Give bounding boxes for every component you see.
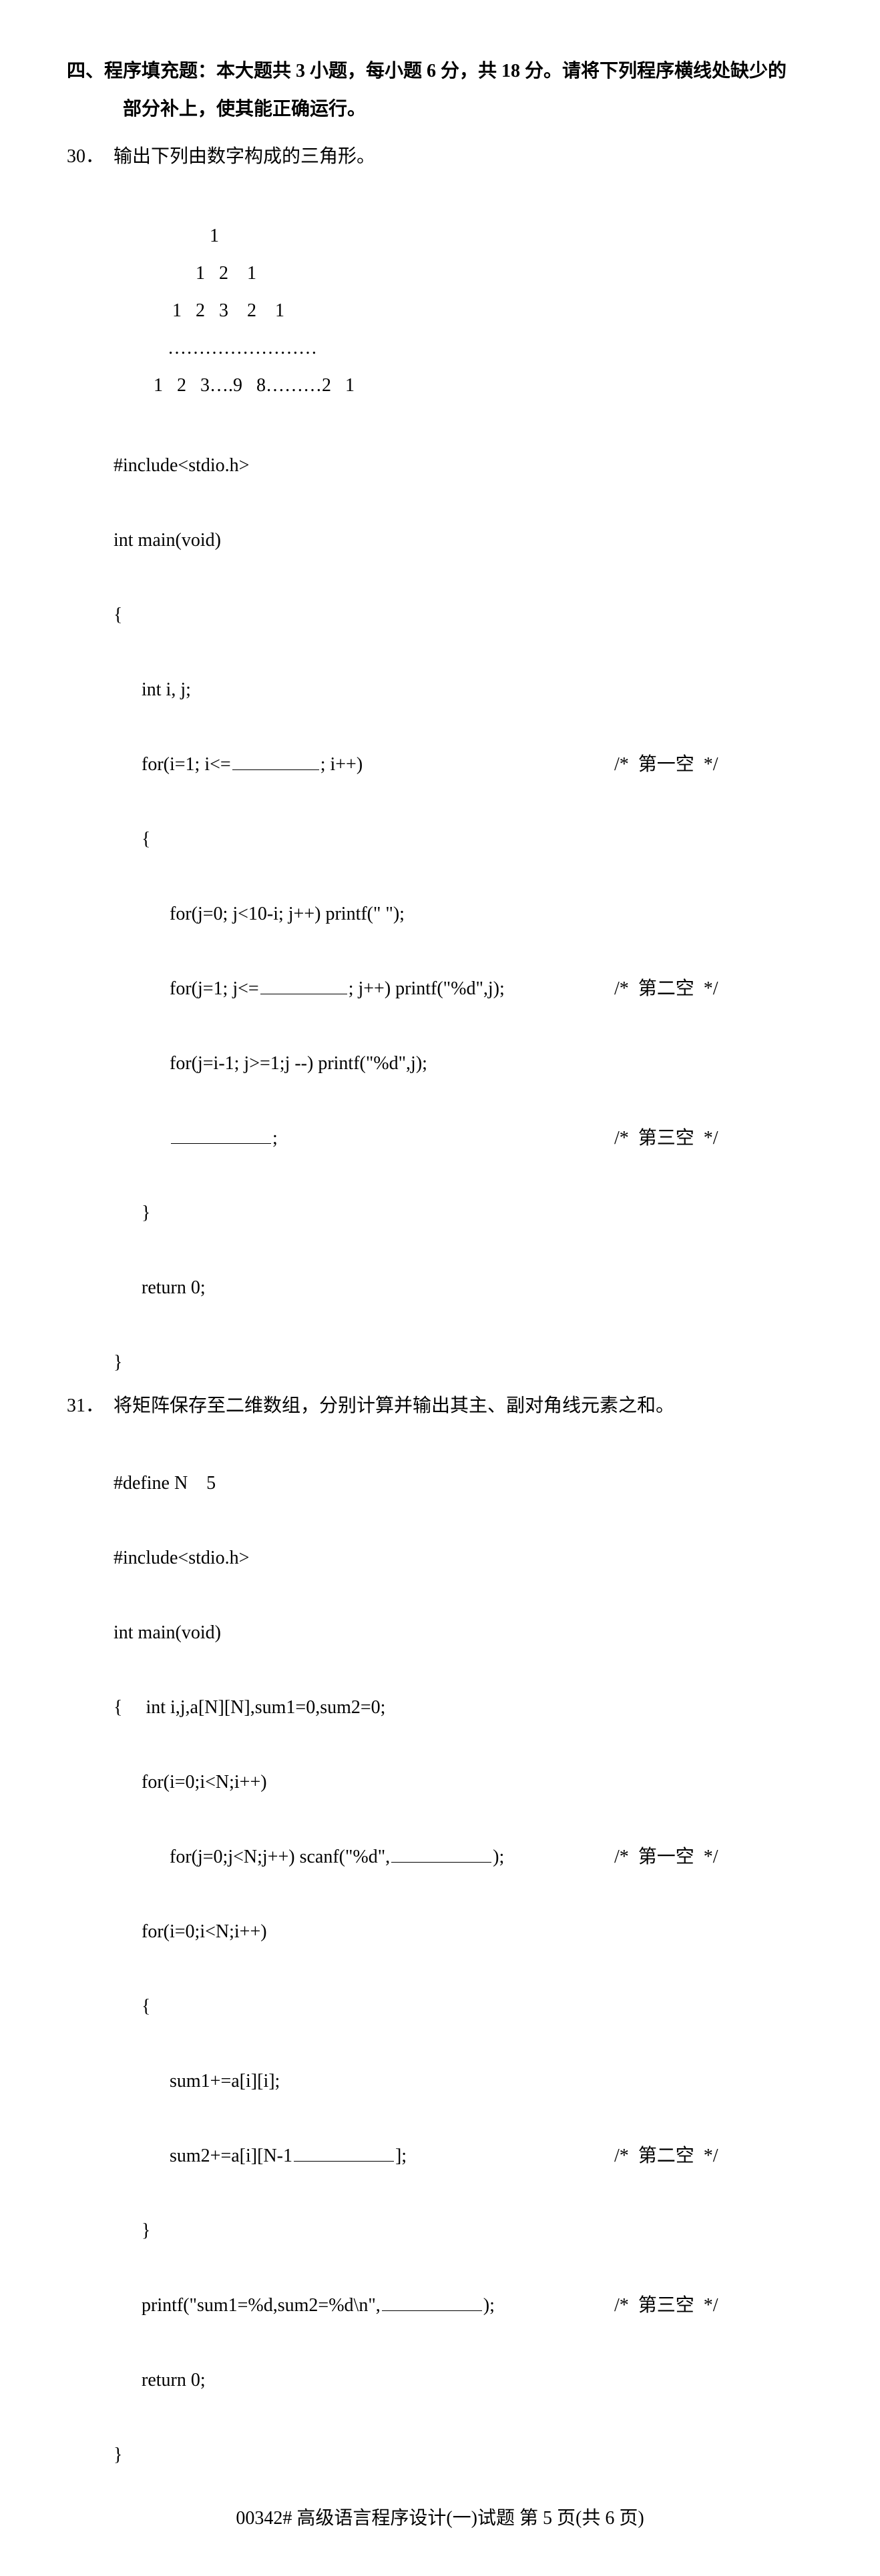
code-line: int i, j; bbox=[114, 671, 813, 709]
code-line: for(j=i-1; j>=1;j --) printf("%d",j); bbox=[114, 1045, 813, 1082]
blank-comment-text: /* 第二空 */ bbox=[614, 2138, 718, 2175]
question-prompt: 输出下列由数字构成的三角形。 bbox=[114, 139, 813, 174]
code-line: } bbox=[114, 2437, 813, 2474]
question-prompt: 将矩阵保存至二维数组，分别计算并输出其主、副对角线元素之和。 bbox=[114, 1388, 813, 1423]
fill-blank bbox=[391, 1843, 491, 1863]
code-line: { bbox=[114, 821, 813, 858]
code-line: } bbox=[114, 1195, 813, 1232]
triangle-line: …………………… bbox=[154, 338, 317, 358]
code-line: for(i=1; i<=; i++)/* 第一空 */ bbox=[114, 746, 813, 783]
code-line: } bbox=[114, 1344, 813, 1381]
code-block-30: #include<stdio.h> int main(void) { int i… bbox=[114, 410, 813, 1381]
triangle-line: 1 2 3….9 8………2 1 bbox=[154, 375, 355, 396]
section-subheading: 部分补上，使其能正确运行。 bbox=[123, 91, 813, 127]
fill-blank bbox=[171, 1124, 271, 1144]
code-line: printf("sum1=%d,sum2=%d\n",);/* 第三空 */ bbox=[114, 2287, 813, 2324]
question-body: 输出下列由数字构成的三角形。 1 1 2 1 1 2 3 2 1 …………………… bbox=[114, 139, 813, 1381]
section-heading: 四、程序填充题：本大题共 3 小题，每小题 6 分，共 18 分。请将下列程序横… bbox=[67, 53, 813, 89]
fill-blank bbox=[294, 2142, 394, 2162]
fill-blank bbox=[382, 2292, 482, 2311]
code-line: int main(void) bbox=[114, 522, 813, 559]
code-line: sum1+=a[i][i]; bbox=[114, 2063, 813, 2100]
code-line: for(i=0;i<N;i++) bbox=[114, 1764, 813, 1801]
code-line: #define N 5 bbox=[114, 1465, 813, 1502]
blank-comment-text: /* 第三空 */ bbox=[614, 2287, 718, 2324]
code-line: { bbox=[114, 1988, 813, 2025]
exam-page: 四、程序填充题：本大题共 3 小题，每小题 6 分，共 18 分。请将下列程序横… bbox=[0, 0, 880, 2576]
code-line: return 0; bbox=[114, 2362, 813, 2399]
code-line: int main(void) bbox=[114, 1614, 813, 1652]
code-line: return 0; bbox=[114, 1269, 813, 1307]
triangle-line: 1 bbox=[154, 226, 219, 246]
question-31: 31． 将矩阵保存至二维数组，分别计算并输出其主、副对角线元素之和。 #defi… bbox=[67, 1388, 813, 2474]
blank-comment-text: /* 第三空 */ bbox=[614, 1120, 718, 1157]
fill-blank bbox=[260, 975, 347, 994]
blank-comment-text: /* 第二空 */ bbox=[614, 970, 718, 1008]
code-line: for(j=0;j<N;j++) scanf("%d",);/* 第一空 */ bbox=[114, 1839, 813, 1876]
code-line: #include<stdio.h> bbox=[114, 1540, 813, 1577]
fill-blank bbox=[232, 751, 319, 770]
code-line: for(i=0;i<N;i++) bbox=[114, 1913, 813, 1951]
code-line: { bbox=[114, 597, 813, 634]
code-line: { int i,j,a[N][N],sum1=0,sum2=0; bbox=[114, 1689, 813, 1726]
question-number: 31． bbox=[67, 1388, 114, 1423]
code-line: ;/* 第三空 */ bbox=[114, 1120, 813, 1157]
page-footer: 00342# 高级语言程序设计(一)试题 第 5 页(共 6 页) bbox=[67, 2501, 813, 2536]
code-block-31: #define N 5 #include<stdio.h> int main(v… bbox=[114, 1427, 813, 2474]
code-line: for(j=0; j<10-i; j++) printf(" "); bbox=[114, 896, 813, 933]
triangle-line: 1 2 3 2 1 bbox=[154, 300, 284, 321]
code-line: for(j=1; j<=; j++) printf("%d",j);/* 第二空… bbox=[114, 970, 813, 1008]
code-line: #include<stdio.h> bbox=[114, 447, 813, 485]
question-30: 30． 输出下列由数字构成的三角形。 1 1 2 1 1 2 3 2 1 ………… bbox=[67, 139, 813, 1381]
question-body: 将矩阵保存至二维数组，分别计算并输出其主、副对角线元素之和。 #define N… bbox=[114, 1388, 813, 2474]
code-line: } bbox=[114, 2212, 813, 2250]
code-line: sum2+=a[i][N-1];/* 第二空 */ bbox=[114, 2138, 813, 2175]
triangle-line: 1 2 1 bbox=[154, 263, 256, 284]
triangle-figure: 1 1 2 1 1 2 3 2 1 …………………… 1 2 3….9 8………… bbox=[154, 180, 813, 404]
blank-comment-text: /* 第一空 */ bbox=[614, 1839, 718, 1876]
blank-comment-text: /* 第一空 */ bbox=[614, 746, 718, 783]
question-number: 30． bbox=[67, 139, 114, 174]
